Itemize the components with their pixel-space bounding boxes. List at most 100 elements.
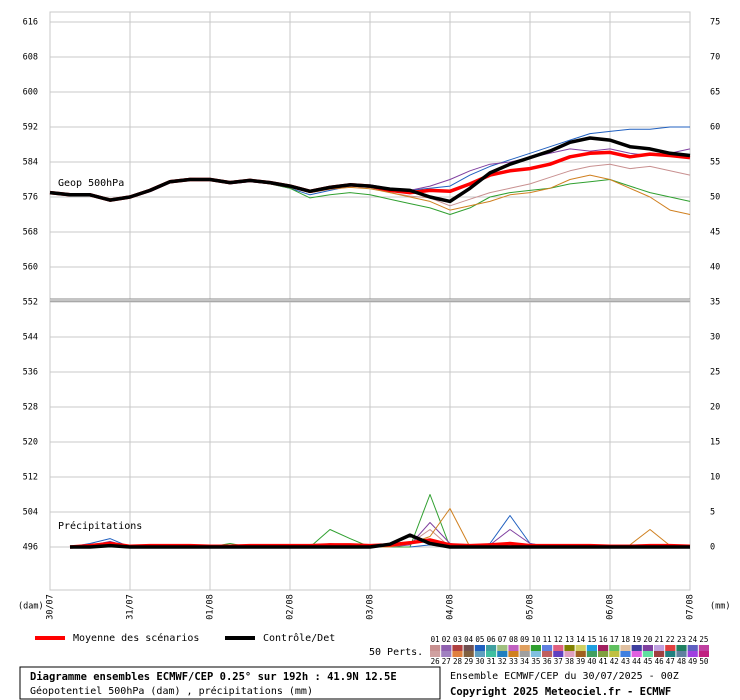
member-label: 49: [688, 657, 697, 666]
y-tick-label: 544: [23, 333, 38, 343]
member-swatch: [698, 651, 709, 657]
legend-label: Moyenne des scénarios: [73, 632, 199, 644]
member-swatch: [642, 645, 653, 651]
x-tick-label: 01/08: [206, 594, 216, 620]
member-swatch: [575, 651, 586, 657]
member-label: 11: [543, 635, 552, 644]
y2-tick-label: 10: [710, 473, 720, 483]
member-swatch: [497, 651, 508, 657]
member-label: 27: [442, 657, 451, 666]
member-label: 48: [677, 657, 687, 666]
member-label: 01: [431, 635, 440, 644]
member-label: 28: [453, 657, 463, 666]
member-label: 15: [587, 635, 596, 644]
member-swatch: [430, 645, 441, 651]
geop-line: [49, 136, 691, 204]
y-tick-label: 616: [23, 18, 38, 28]
member-label: 22: [666, 635, 675, 644]
member-swatch: [564, 651, 575, 657]
member-swatch: [586, 645, 597, 651]
member-swatch: [665, 645, 676, 651]
member-label: 05: [475, 635, 484, 644]
member-label: 31: [487, 657, 496, 666]
y2-tick-label: 65: [710, 88, 720, 98]
member-label: 41: [599, 657, 608, 666]
member-swatch: [620, 651, 631, 657]
y-tick-label: 560: [23, 263, 38, 273]
y2-tick-label: 20: [710, 403, 720, 413]
member-swatch: [474, 651, 485, 657]
member-label: 42: [610, 657, 619, 666]
member-label: 43: [621, 657, 630, 666]
lines: [49, 126, 691, 549]
x-tick-label: 04/08: [446, 594, 456, 620]
y-tick-label: 520: [23, 438, 38, 448]
member-swatch: [598, 651, 609, 657]
member-label: 46: [655, 657, 665, 666]
y2-tick-label: 60: [710, 123, 720, 133]
geop-label: Geop 500hPa: [58, 178, 124, 189]
member-swatch: [497, 645, 508, 651]
member-swatch: [530, 645, 541, 651]
x-tick-label: 02/08: [286, 594, 296, 620]
member-label: 39: [576, 657, 585, 666]
member-swatch: [609, 651, 620, 657]
x-tick-label: 31/07: [126, 594, 136, 620]
member-swatch: [452, 651, 463, 657]
member-label: 38: [565, 657, 575, 666]
member-label: 32: [498, 657, 507, 666]
y2-tick-label: 35: [710, 298, 720, 308]
member-label: 04: [464, 635, 474, 644]
y2-tick-label: 45: [710, 228, 720, 238]
member-label: 18: [621, 635, 631, 644]
member-swatch: [430, 651, 441, 657]
y-tick-label: 592: [23, 123, 38, 133]
y-tick-label: 568: [23, 228, 38, 238]
member-label: 29: [464, 657, 473, 666]
member-label: 47: [666, 657, 675, 666]
member-label: 30: [475, 657, 485, 666]
y-tick-label: 576: [23, 193, 38, 203]
member-swatch: [530, 651, 541, 657]
member-swatch: [553, 651, 564, 657]
member-swatch: [698, 645, 709, 651]
member-label: 12: [554, 635, 563, 644]
member-label: 08: [509, 635, 519, 644]
y2-tick-label: 0: [710, 543, 715, 553]
member-label: 13: [565, 635, 574, 644]
member-swatch: [486, 651, 497, 657]
run-label: Ensemble ECMWF/CEP du 30/07/2025 - 00Z: [450, 671, 679, 682]
member-swatch: [654, 651, 665, 657]
y-tick-label: 600: [23, 88, 38, 98]
member-label: 09: [520, 635, 529, 644]
title-box: [19, 666, 441, 700]
member-label: 34: [520, 657, 530, 666]
member-swatch: [463, 651, 474, 657]
y-tick-label: 608: [23, 53, 38, 63]
member-label: 40: [587, 657, 597, 666]
member-swatch: [564, 645, 575, 651]
member-swatch: [687, 645, 698, 651]
y-tick-label: 496: [23, 542, 38, 552]
member-label: 26: [431, 657, 441, 666]
x-tick-label: 06/08: [606, 594, 616, 620]
y2-tick-label: 50: [710, 193, 720, 203]
member-label: 45: [643, 657, 652, 666]
member-swatch: [519, 645, 530, 651]
y2-tick-label: 55: [710, 158, 720, 168]
member-swatch: [463, 645, 474, 651]
member-swatch: [631, 651, 642, 657]
y-tick-label: 536: [23, 368, 38, 378]
member-swatch: [508, 651, 519, 657]
y2-tick-label: 40: [710, 263, 720, 273]
member-swatch: [631, 645, 642, 651]
member-swatch: [676, 651, 687, 657]
y-tick-label: 584: [23, 158, 38, 168]
member-label: 14: [576, 635, 586, 644]
member-swatch: [609, 645, 620, 651]
precip-line: [70, 533, 690, 549]
copyright: Copyright 2025 Meteociel.fr - ECMWF: [450, 686, 671, 698]
y-tick-label: 504: [23, 507, 38, 517]
member-swatch: [474, 645, 485, 651]
